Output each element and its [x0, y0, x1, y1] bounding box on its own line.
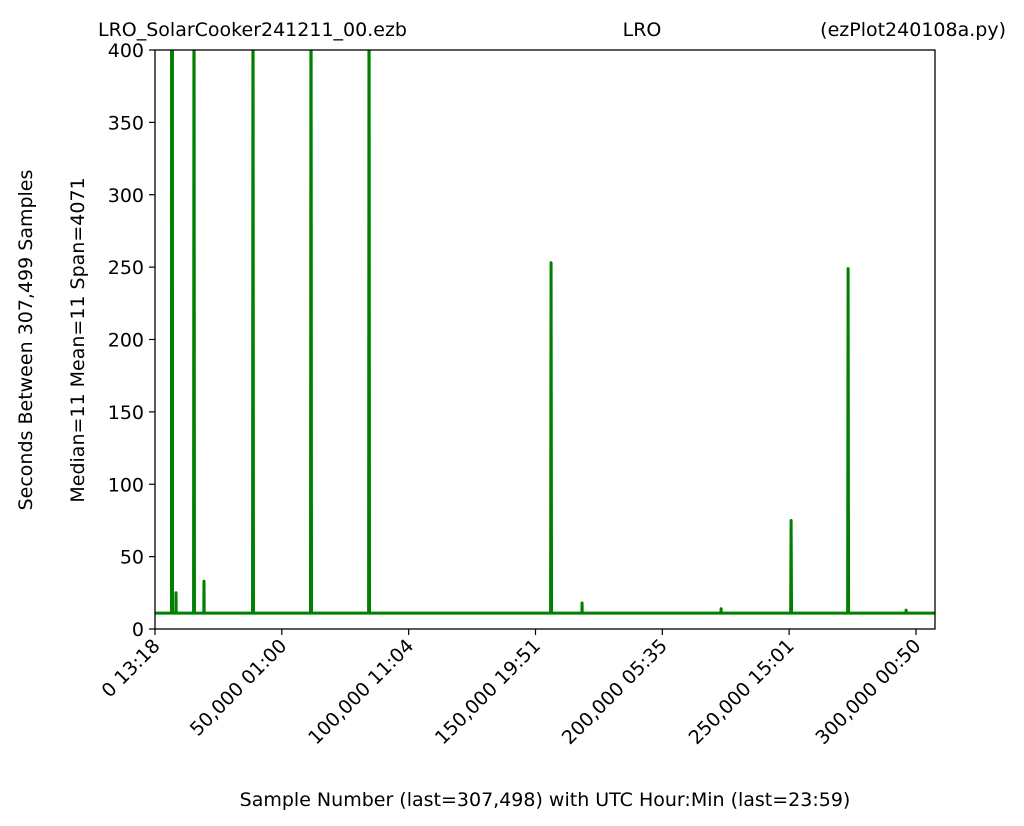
y-tick-label: 400 — [108, 40, 144, 62]
data-line — [155, 50, 935, 615]
y-tick-label: 100 — [108, 474, 144, 496]
y-tick-label: 50 — [120, 547, 144, 569]
chart-title-right: (ezPlot240108a.py) — [820, 19, 1006, 41]
y-axis-label-stats: Median=11 Mean=11 Span=4071 — [67, 177, 89, 502]
y-tick-label: 0 — [132, 619, 144, 641]
y-axis-label: Seconds Between 307,499 Samples — [15, 170, 37, 511]
x-tick-label: 50,000 01:00 — [186, 635, 292, 741]
chart-title: LRO_SolarCooker241211_00.ezb — [98, 19, 407, 41]
plot-frame — [154, 49, 936, 630]
plot-area — [155, 50, 935, 615]
y-tick-label: 250 — [108, 257, 144, 279]
x-tick-label: 0 13:18 — [97, 635, 164, 702]
x-axis-label: Sample Number (last=307,498) with UTC Ho… — [240, 789, 851, 811]
y-tick-label: 300 — [108, 185, 144, 207]
chart-title-center: LRO — [623, 19, 662, 41]
x-tick-label: 100,000 11:04 — [304, 635, 418, 749]
y-tick-label: 350 — [108, 112, 144, 134]
y-tick-label: 150 — [108, 402, 144, 424]
x-tick-label: 150,000 19:51 — [431, 635, 545, 749]
x-tick-label: 300,000 00:50 — [811, 635, 925, 749]
x-tick-label: 200,000 05:35 — [558, 635, 672, 749]
y-tick-label: 200 — [108, 330, 144, 352]
x-tick-label: 250,000 15:01 — [685, 635, 799, 749]
